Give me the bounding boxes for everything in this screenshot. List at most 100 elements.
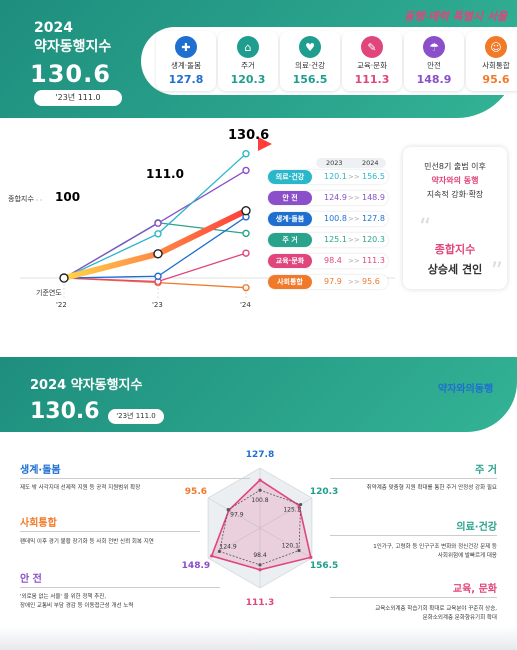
legend-row: 생계·돌봄 100.8 >> 127.8	[268, 212, 388, 226]
radar-point	[297, 548, 301, 553]
block-desc-safety-2: 장애인 교통비 부담 경감 등 이동접근성 개선 노력	[20, 603, 134, 609]
legend-row: 사회통합 97.9 >> 95.6	[268, 275, 388, 289]
header-score: 130.6	[30, 60, 111, 88]
col-2024: 2024	[362, 159, 379, 167]
year-tick-22: '22	[56, 301, 67, 309]
legend-arrow: >>	[348, 236, 360, 244]
trend-point	[153, 249, 163, 259]
radar-point	[258, 488, 262, 492]
legend-label: 주 거	[268, 233, 312, 247]
legend-row: 안 전 124.9 >> 148.9	[268, 191, 388, 205]
radar-spoke	[207, 527, 261, 559]
category-name: 주거	[241, 61, 255, 70]
radar-value-label: 111.3	[246, 598, 274, 608]
category-card: ✚ 생계·돌봄 127.8	[156, 31, 216, 91]
section2-title: 2024 약자동행지수	[30, 378, 143, 393]
end-value: 130.6	[228, 128, 270, 143]
category-name: 안전	[427, 61, 441, 70]
block-title-education: 교육, 문화	[452, 584, 497, 595]
legend-row: 교육·문화 98.4 >> 111.3	[268, 254, 388, 268]
divider	[330, 535, 497, 536]
legend-row: 의료·건강 120.1 >> 156.5	[268, 170, 388, 184]
category-name: 생계·돌봄	[171, 61, 201, 70]
mid-value: 111.0	[146, 167, 184, 181]
legend-2023: 100.8	[324, 214, 347, 223]
divider	[20, 531, 200, 532]
callout-line4: 상승세 견인	[427, 263, 483, 276]
legend-2023: 97.9	[324, 277, 342, 286]
category-icon: ☺	[485, 36, 507, 58]
radar-point	[226, 508, 230, 512]
trend-point	[242, 150, 250, 158]
callout-line1: 민선8기 출범 이후	[424, 162, 486, 171]
trend-point	[154, 230, 162, 238]
legend-arrow: >>	[348, 278, 360, 286]
block-title-integration: 사회통합	[20, 518, 57, 529]
close-quote-icon: ”	[490, 257, 503, 285]
radar-point	[309, 555, 313, 559]
header-title: 약자동행지수	[34, 39, 112, 55]
block-desc-health-2: 사회위험에 발빠르게 대응	[437, 553, 497, 559]
legend-label: 교육·문화	[268, 254, 312, 268]
category-card: ⌂ 주거 120.3	[218, 31, 278, 91]
trend-point	[242, 249, 250, 257]
category-value: 156.5	[292, 73, 328, 86]
category-icon: ⌂	[237, 36, 259, 58]
block-desc-education-2: 문화소외계층 문화향유기회 확대	[422, 615, 497, 621]
trend-point	[241, 205, 251, 216]
radar-point	[299, 502, 303, 507]
radar-value-label: 148.9	[182, 561, 210, 571]
legend-2024: 148.9	[362, 193, 385, 202]
callout-box: 민선8기 출범 이후 약자와의 동행 지속적 강화·확장 “ 종합지수 상승세 …	[403, 147, 507, 289]
dongheng-logo: 약자와의동행	[438, 384, 494, 395]
divider	[20, 587, 220, 588]
year-header-bg	[316, 158, 386, 168]
col-2023: 2023	[326, 159, 343, 167]
section2-prev-badge: '23년 111.0	[108, 409, 164, 424]
year-tick-24: '24	[240, 301, 251, 309]
radar-point	[258, 568, 262, 572]
legend-2024: 95.6	[362, 277, 380, 286]
section2-score: 130.6	[30, 399, 100, 424]
legend-2024: 120.3	[362, 235, 385, 244]
radar-spoke	[259, 497, 313, 529]
radar-inner-label: 125.1	[283, 507, 300, 514]
category-value: 111.3	[354, 73, 390, 86]
legend-2023: 125.1	[324, 235, 347, 244]
category-name: 의료·건강	[295, 61, 325, 70]
section2-banner	[0, 357, 517, 432]
category-icon: ♥	[299, 36, 321, 58]
category-value: 148.9	[416, 73, 452, 86]
block-desc-health-1: 1인가구, 고령화 등 인구구조 변화와 정신건강 문제 등	[373, 544, 497, 550]
start-value: 100	[55, 190, 81, 204]
legend-2023: 120.1	[324, 172, 347, 181]
category-value: 95.6	[482, 73, 510, 86]
category-icon: ✚	[175, 36, 197, 58]
trend-arrowhead	[258, 137, 272, 151]
callout-highlight: 종합지수	[434, 243, 476, 256]
radar-inner-label: 100.8	[251, 497, 268, 504]
category-name: 사회통합	[482, 61, 510, 70]
block-title-housing: 주 거	[475, 465, 497, 476]
radar-point	[210, 554, 214, 558]
trend-point	[242, 229, 250, 238]
legend-2024: 127.8	[362, 214, 385, 223]
category-card: ☺ 사회통합 95.6	[466, 31, 517, 91]
legend-label: 사회통합	[268, 275, 312, 289]
trend-chart	[12, 137, 395, 298]
legend-label: 안 전	[268, 191, 312, 205]
category-card: ♥ 의료·건강 156.5	[280, 31, 340, 91]
trend-point	[154, 219, 162, 227]
category-card: ☂ 안전 148.9	[404, 31, 464, 91]
legend-2023: 124.9	[324, 193, 347, 202]
year-tick-23: '23	[152, 301, 163, 309]
legend-2024: 111.3	[362, 256, 385, 265]
divider	[330, 597, 497, 598]
radar-inner-label: 97.9	[230, 512, 244, 519]
brand-slogan: 동행·매력 특별시 서울	[404, 10, 507, 23]
radar-inner-label: 120.1	[282, 543, 299, 550]
radar-chart: 100.8 125.1 120.1 98.4 124.9 97.9 127.8 120.3 15…	[182, 450, 339, 608]
divider	[330, 478, 497, 479]
trend-point	[154, 272, 162, 280]
open-quote-icon: “	[419, 213, 432, 241]
